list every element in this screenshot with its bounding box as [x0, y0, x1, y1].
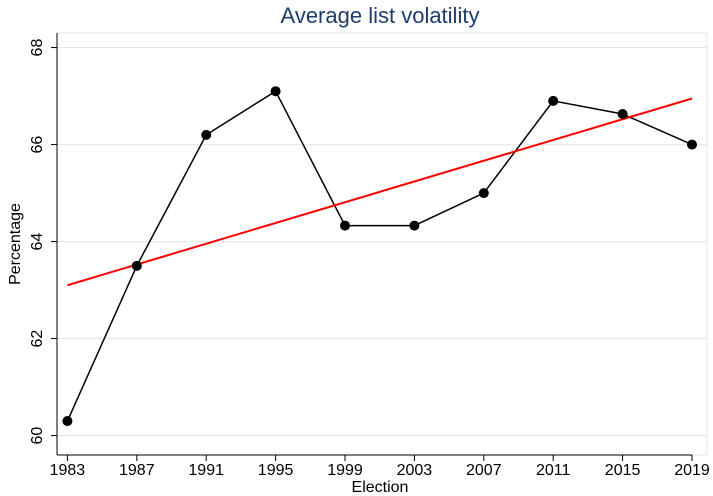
y-tick-label: 62 — [29, 330, 46, 348]
x-tick-label: 1987 — [119, 462, 155, 479]
data-point — [340, 220, 351, 231]
x-tick-label: 2019 — [674, 462, 710, 479]
x-tick-label: 1983 — [50, 462, 86, 479]
data-point — [270, 86, 281, 97]
data-point — [409, 220, 420, 231]
x-tick-label: 1999 — [327, 462, 363, 479]
data-point — [62, 416, 73, 427]
x-axis-label: Election — [352, 479, 409, 496]
y-tick-label: 64 — [29, 233, 46, 251]
trend-line — [67, 97, 693, 287]
y-tick-label: 68 — [29, 39, 46, 57]
x-tick-label: 2007 — [466, 462, 502, 479]
data-point — [478, 188, 489, 199]
data-point — [687, 139, 697, 150]
data-point — [617, 109, 628, 120]
x-tick-label: 2011 — [536, 462, 571, 479]
data-point — [201, 129, 212, 140]
chart-title: Average list volatility — [281, 3, 480, 28]
x-tick-label: 1995 — [258, 462, 294, 479]
x-tick-label: 2003 — [397, 462, 433, 479]
data-point — [131, 260, 142, 271]
x-tick-label: 1991 — [188, 462, 224, 479]
y-tick-label: 60 — [29, 427, 46, 445]
x-tick-label: 2015 — [605, 462, 641, 479]
y-axis-label: Percentage — [7, 203, 24, 285]
y-tick-label: 66 — [29, 136, 46, 154]
data-point — [548, 95, 559, 106]
series-line — [66, 90, 693, 422]
